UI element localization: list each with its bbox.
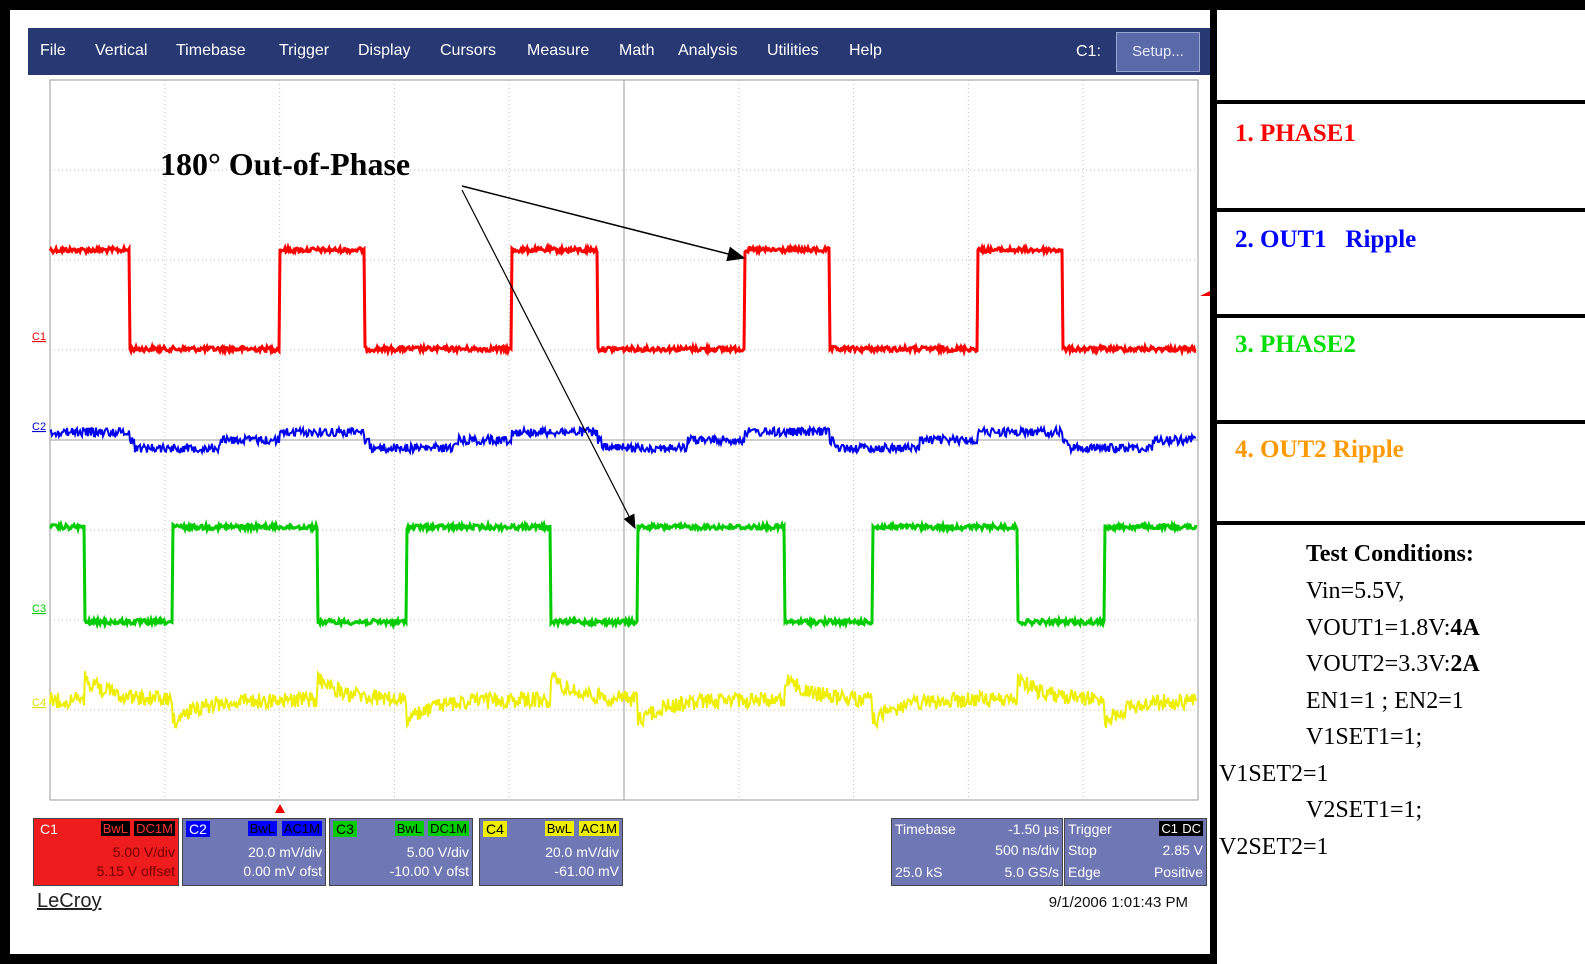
timestamp: 9/1/2006 1:01:43 PM	[1049, 894, 1188, 911]
condition-text: V1SET1=1;	[1306, 724, 1422, 750]
condition-text: Vin=5.5V,	[1306, 578, 1404, 604]
coupling-tag: AC1M	[282, 821, 322, 836]
condition-line: V1SET1=1;	[1306, 724, 1422, 751]
legend-item: 4. OUT2 Ripple	[1235, 436, 1404, 464]
timebase-title: Timebase	[895, 821, 956, 837]
condition-text: EN1=1 ; EN2=1	[1306, 688, 1464, 714]
legend-item: 2. OUT1 Ripple	[1235, 226, 1416, 254]
condition-emphasis: 2A	[1450, 651, 1479, 677]
timebase-scale: 500 ns/div	[995, 842, 1059, 858]
condition-text: V2SET2=1	[1219, 834, 1329, 860]
channel-box: C2 BwL AC1M 20.0 mV/div 0.00 mV ofst	[182, 818, 326, 886]
trigger-type: Edge	[1068, 864, 1101, 880]
trigger-slope: Positive	[1154, 864, 1203, 880]
condition-line: VOUT1=1.8V:4A	[1306, 615, 1480, 642]
condition-line: V2SET1=1;	[1306, 797, 1422, 824]
trigger-level: 2.85 V	[1163, 842, 1203, 858]
coupling-tag: AC1M	[579, 821, 619, 836]
page: {"menu":{"items":["File","Vertical","Tim…	[0, 0, 1585, 964]
timebase-box: Timebase -1.50 µs 500 ns/div 25.0 kS 5.0 GS/…	[891, 818, 1063, 886]
trace-label: C1	[32, 331, 46, 343]
bandwidth-tag: BwL	[545, 821, 574, 836]
condition-line: V2SET2=1	[1219, 834, 1329, 861]
conditions-title: Test Conditions:	[1306, 541, 1474, 568]
timebase-samples: 25.0 kS	[895, 864, 942, 880]
channel-box: C4 BwL AC1M 20.0 mV/div -61.00 mV	[479, 818, 623, 886]
channel-scale: 5.00 V/div	[407, 844, 469, 860]
channel-offset: 5.15 V offset	[97, 863, 175, 879]
side-panel: 1. PHASE1 2. OUT1 Ripple 3. PHASE2 4. OU…	[1217, 10, 1585, 964]
divider	[1217, 521, 1585, 525]
divider	[1217, 100, 1585, 104]
condition-text: V1SET2=1	[1219, 761, 1329, 787]
brand: LeCroy	[37, 890, 101, 912]
trigger-coupling: DC	[1180, 821, 1203, 836]
timebase-delay: -1.50 µs	[1008, 821, 1059, 837]
legend-item: 1. PHASE1	[1235, 120, 1356, 148]
channel-scale: 5.00 V/div	[113, 844, 175, 860]
channel-offset: 0.00 mV ofst	[243, 863, 322, 879]
channel-offset: -10.00 V ofst	[390, 863, 469, 879]
trace-label: C2	[32, 421, 46, 433]
divider	[1217, 314, 1585, 318]
trace-label: C4	[32, 697, 46, 709]
divider	[1217, 208, 1585, 212]
channel-name: C2	[186, 821, 210, 837]
bandwidth-tag: BwL	[248, 821, 277, 836]
trigger-level-marker	[1200, 291, 1210, 296]
channel-scale: 20.0 mV/div	[545, 844, 619, 860]
condition-emphasis: 4A	[1450, 615, 1479, 641]
divider	[1217, 420, 1585, 424]
condition-line: Vin=5.5V,	[1306, 578, 1404, 605]
trigger-position-marker	[275, 804, 285, 813]
channel-name: C3	[333, 821, 357, 837]
screen: FileVerticalTimebaseTriggerDisplayCursor…	[0, 0, 1585, 964]
channel-box: C3 BwL DC1M 5.00 V/div -10.00 V ofst	[329, 818, 473, 886]
coupling-tag: DC1M	[134, 821, 175, 836]
condition-text: V2SET1=1;	[1306, 797, 1422, 823]
condition-text: VOUT2=3.3V:	[1306, 651, 1450, 677]
coupling-tag: DC1M	[428, 821, 469, 836]
trigger-title: Trigger	[1068, 821, 1112, 837]
trace-label: C3	[32, 603, 46, 615]
trigger-mode: Stop	[1068, 842, 1097, 858]
condition-line: V1SET2=1	[1219, 761, 1329, 788]
condition-line: EN1=1 ; EN2=1	[1306, 688, 1464, 715]
bandwidth-tag: BwL	[395, 821, 424, 836]
condition-line: VOUT2=3.3V:2A	[1306, 651, 1480, 678]
annotation: 180° Out-of-Phase	[160, 146, 410, 182]
legend-item: 3. PHASE2	[1235, 331, 1356, 359]
trigger-source: C1	[1159, 821, 1180, 836]
channel-offset: -61.00 mV	[554, 863, 619, 879]
channel-name: C1	[37, 821, 61, 837]
bandwidth-tag: BwL	[101, 821, 130, 836]
channel-name: C4	[483, 821, 507, 837]
condition-text: VOUT1=1.8V:	[1306, 615, 1450, 641]
channel-scale: 20.0 mV/div	[248, 844, 322, 860]
channel-box: C1 BwL DC1M 5.00 V/div 5.15 V offset	[33, 818, 179, 886]
timebase-rate: 5.0 GS/s	[1005, 864, 1059, 880]
